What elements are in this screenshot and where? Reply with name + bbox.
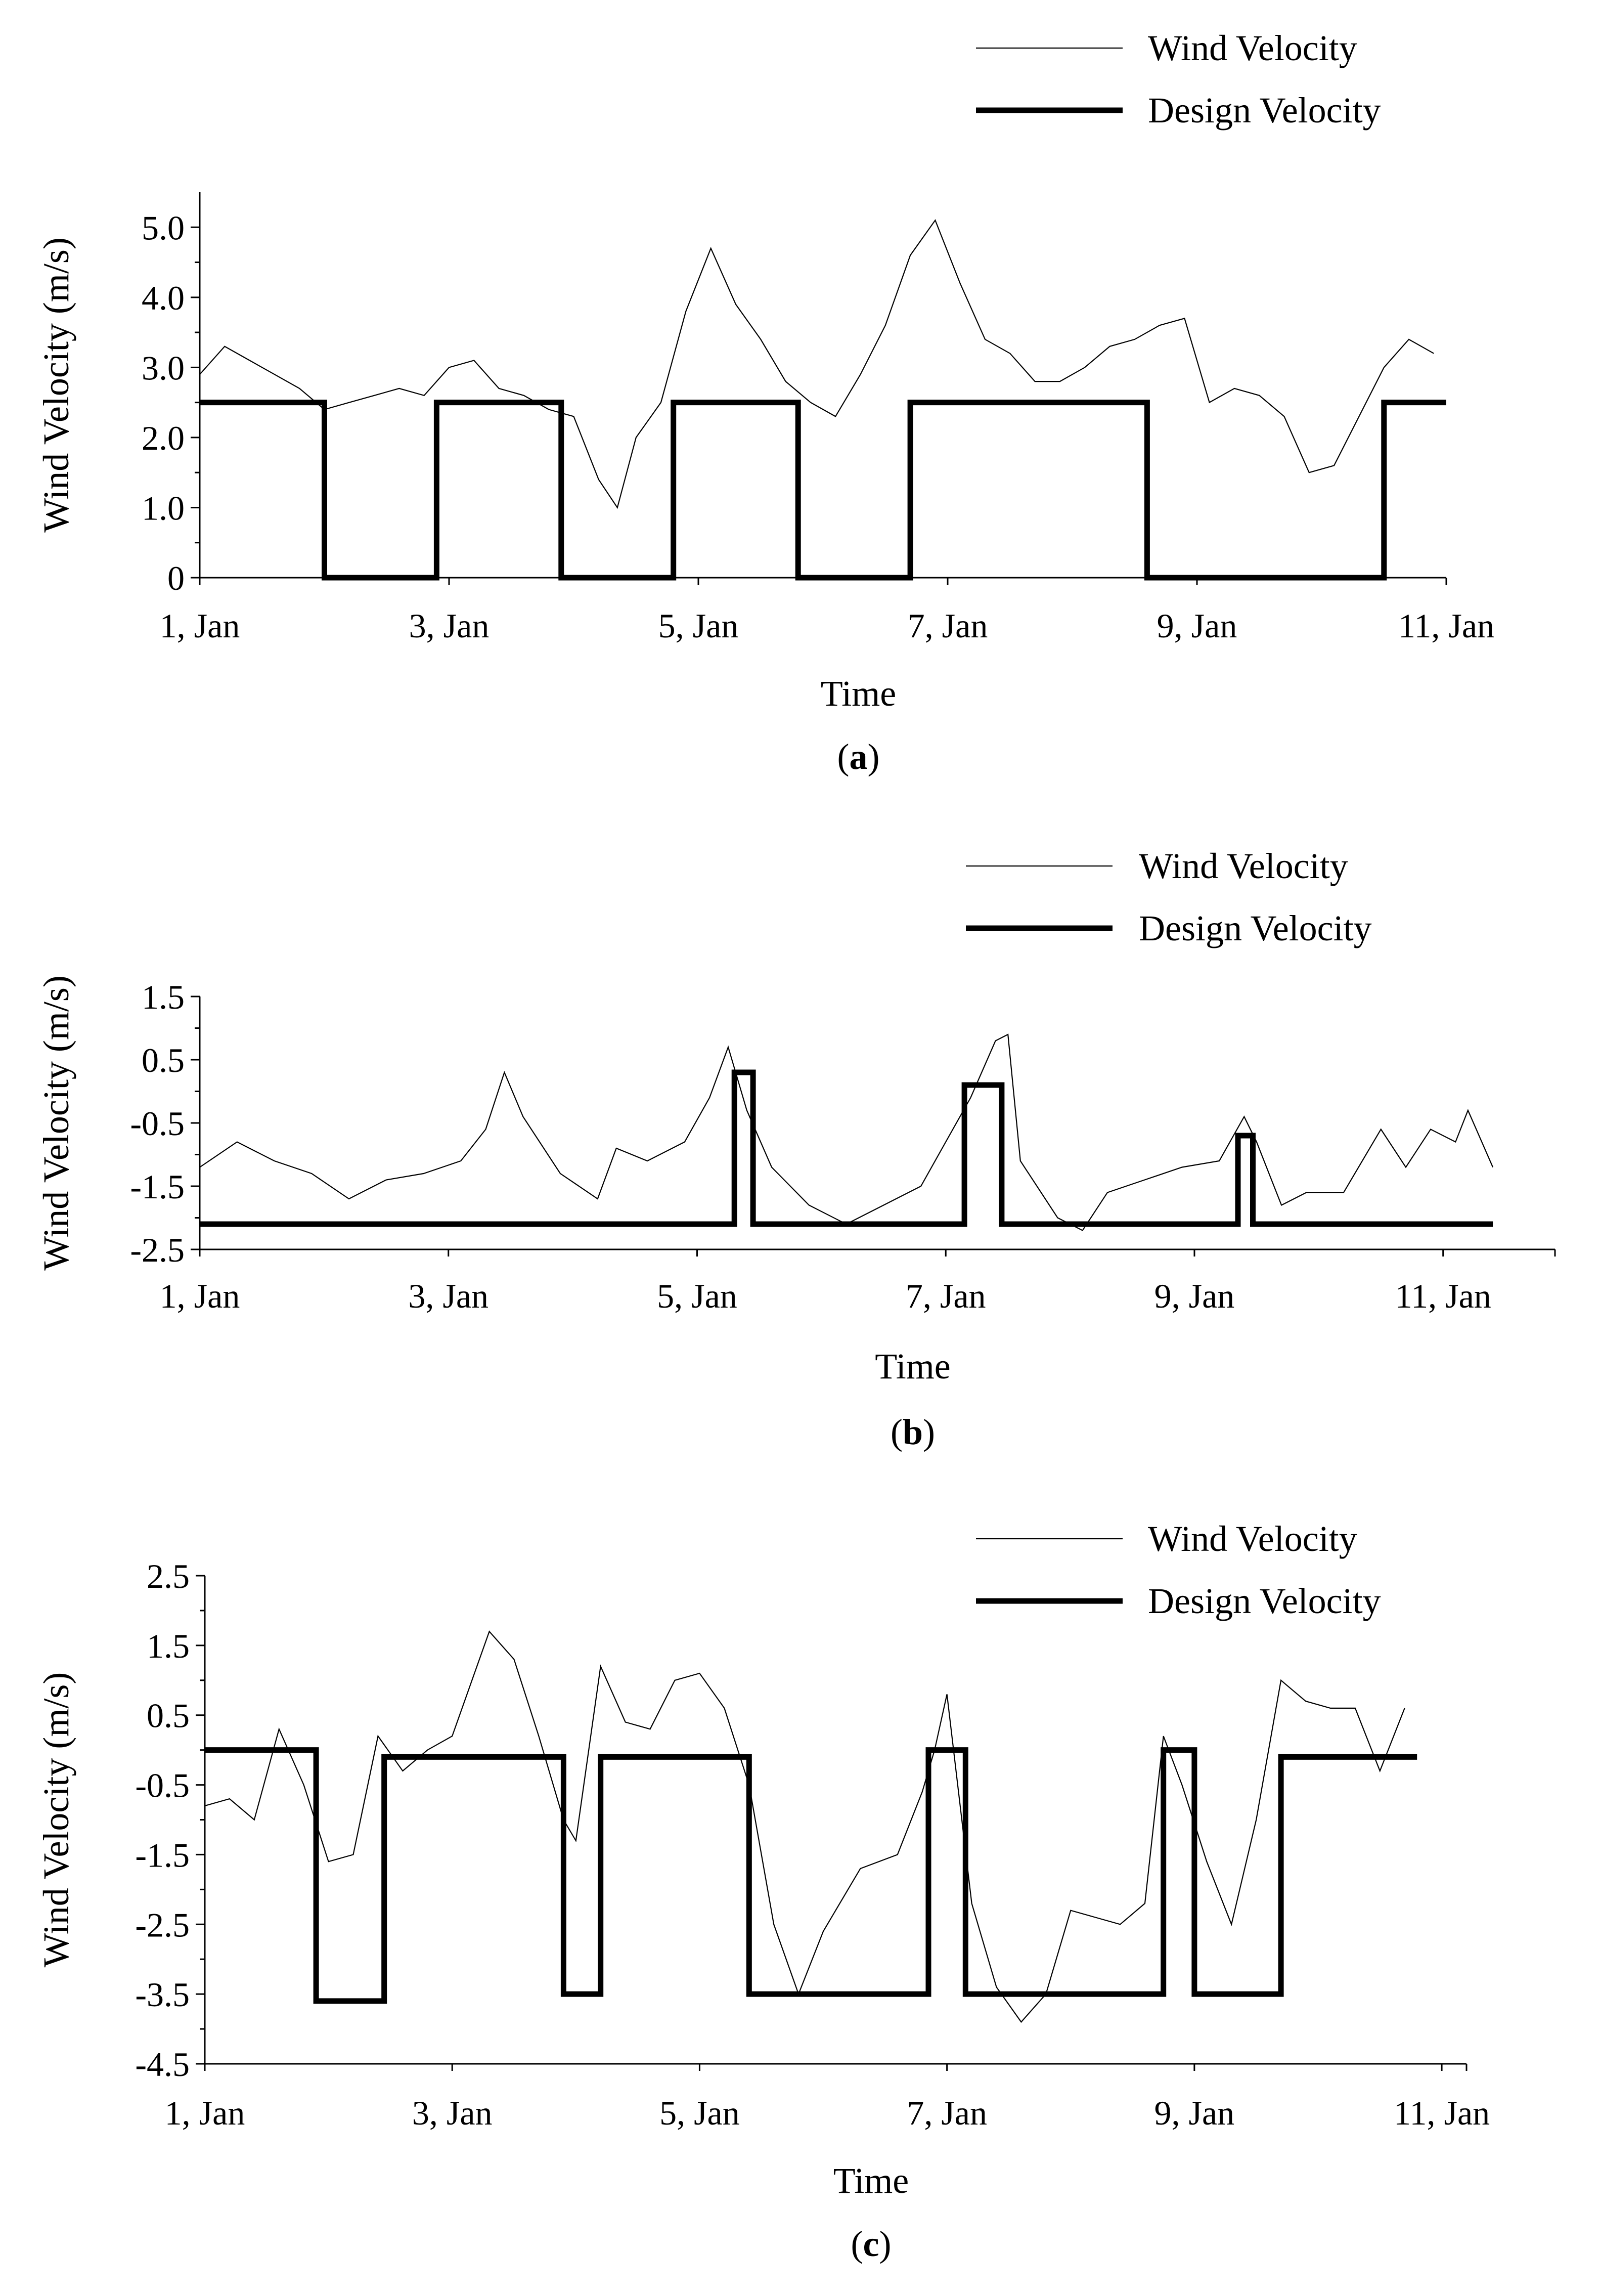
x-tick-label-a: 5, Jan: [658, 607, 739, 645]
x-axis-title-b: Time: [875, 1346, 950, 1387]
x-tick-label-c: 5, Jan: [659, 2094, 740, 2132]
chart-panel-b: -2.5 -1.5 -0.5 0.5 1.5 1, Jan 3, Jan 5, Jan 7, J…: [36, 846, 1556, 1452]
x-tick-label-a: 11, Jan: [1398, 607, 1494, 645]
x-tick-label-a: 1, Jan: [160, 607, 240, 645]
wind-velocity-line-a: [199, 219, 1434, 509]
x-tick-label-c: 1, Jan: [165, 2094, 245, 2132]
x-axis-title-a: Time: [821, 673, 896, 714]
legend-label-wind-velocity: Wind Velocity: [1139, 846, 1348, 886]
x-tick-label-b: 7, Jan: [906, 1277, 986, 1315]
legend-label-wind-velocity: Wind Velocity: [1148, 28, 1357, 68]
panel-caption-a: (a): [837, 737, 880, 777]
y-tick-label-b: -2.5: [130, 1231, 185, 1269]
y-axis-title-b: Wind Velocity (m/s): [36, 975, 76, 1271]
y-tick-label-c: -2.5: [135, 1905, 190, 1944]
y-tick-label-c: -0.5: [135, 1766, 190, 1805]
x-tick-label-a: 9, Jan: [1157, 607, 1237, 645]
design-velocity-line-c: [205, 1747, 1417, 2004]
panel-caption-c: (c): [851, 2224, 892, 2264]
legend-label-design-velocity: Design Velocity: [1139, 908, 1372, 948]
x-tick-label-a: 7, Jan: [908, 607, 988, 645]
legend-label-design-velocity: Design Velocity: [1148, 90, 1381, 131]
x-tick-label-b: 11, Jan: [1395, 1277, 1491, 1315]
x-tick-label-c: 7, Jan: [907, 2094, 987, 2132]
design-velocity-line-a: [200, 400, 1446, 581]
x-tick-label-c: 9, Jan: [1154, 2094, 1235, 2132]
y-tick-label-a: 0: [167, 559, 185, 597]
y-tick-label-c: 2.5: [147, 1557, 190, 1595]
y-axis-title-a: Wind Velocity (m/s): [36, 237, 76, 533]
chart-panel-a: 0 1.0 2.0 3.0 4.0 5.0 1, Jan 3, Jan 5, Jan 7, Jan…: [36, 28, 1494, 777]
legend-label-design-velocity: Design Velocity: [1148, 1581, 1381, 1621]
x-tick-label-a: 3, Jan: [409, 607, 490, 645]
x-axis-title-c: Time: [833, 2160, 909, 2201]
y-tick-label-b: -0.5: [130, 1104, 185, 1143]
x-tick-label-b: 3, Jan: [408, 1277, 488, 1315]
y-tick-label-c: -3.5: [135, 1975, 190, 2014]
y-tick-label-b: 1.5: [142, 978, 185, 1016]
legend-c: Wind Velocity Design Velocity: [976, 1519, 1381, 1621]
panel-caption-b: (b): [891, 1412, 935, 1452]
chart-panel-c: -4.5 -3.5 -2.5 -1.5 -0.5 0.5 1.5 2.5 1, Jan 3, Ja…: [36, 1519, 1490, 2264]
design-velocity-line-b: [200, 1069, 1493, 1227]
y-axis-title-c: Wind Velocity (m/s): [36, 1672, 76, 1968]
y-tick-label-a: 2.0: [142, 419, 185, 457]
y-tick-label-b: 0.5: [142, 1041, 185, 1079]
legend-label-wind-velocity: Wind Velocity: [1148, 1519, 1357, 1559]
y-tick-label-a: 5.0: [142, 208, 185, 247]
y-tick-label-c: 0.5: [147, 1697, 190, 1735]
legend-a: Wind Velocity Design Velocity: [976, 28, 1381, 131]
x-tick-label-b: 1, Jan: [160, 1277, 240, 1315]
x-tick-label-c: 11, Jan: [1394, 2094, 1490, 2132]
y-tick-label-b: -1.5: [130, 1167, 185, 1206]
x-tick-label-c: 3, Jan: [412, 2094, 493, 2132]
y-tick-label-a: 3.0: [142, 349, 185, 387]
y-tick-label-c: -1.5: [135, 1836, 190, 1874]
y-tick-label-a: 4.0: [142, 279, 185, 317]
y-tick-label-c: -4.5: [135, 2045, 190, 2084]
y-tick-label-a: 1.0: [142, 489, 185, 527]
x-tick-label-b: 9, Jan: [1154, 1277, 1235, 1315]
legend-b: Wind Velocity Design Velocity: [966, 846, 1372, 948]
y-tick-label-c: 1.5: [147, 1627, 190, 1665]
wind-velocity-line-b: [199, 1033, 1494, 1231]
x-tick-label-b: 5, Jan: [657, 1277, 737, 1315]
